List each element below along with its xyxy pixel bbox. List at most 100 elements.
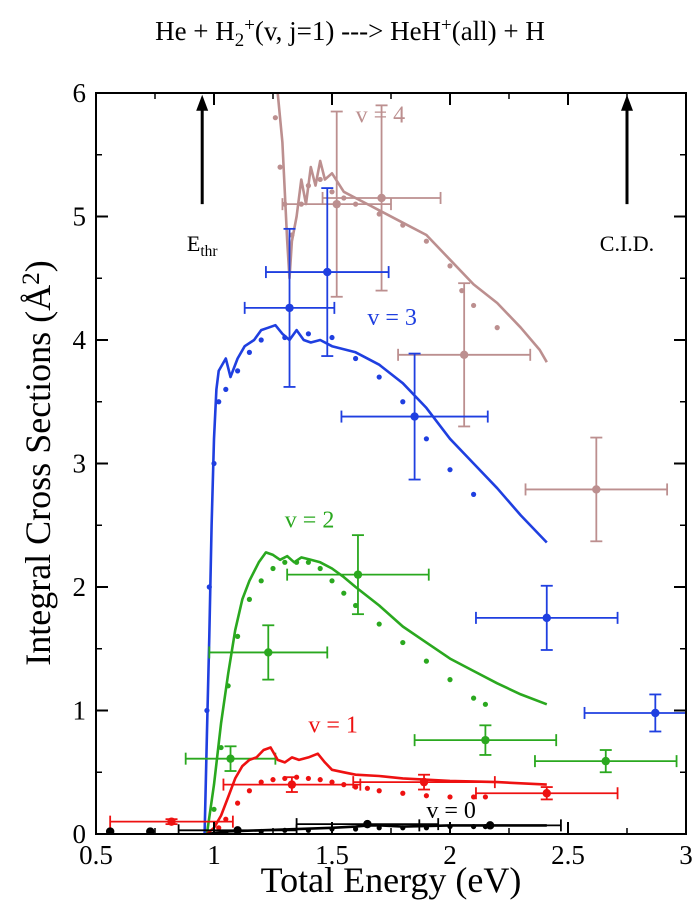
y-tick-label: 1 xyxy=(73,696,87,726)
series-dot xyxy=(353,784,359,790)
exp-marker xyxy=(377,193,386,203)
series-dot xyxy=(305,827,311,833)
exp-point xyxy=(352,773,496,791)
series-dot xyxy=(400,825,406,831)
series-dot xyxy=(376,374,382,380)
chart-title-text-part: 2 xyxy=(235,30,244,51)
series-dot xyxy=(400,639,406,646)
series-dot xyxy=(482,794,488,800)
y-tick-label: 0 xyxy=(73,819,87,849)
exp-point xyxy=(295,818,440,831)
series-dot xyxy=(223,816,229,822)
series-dot xyxy=(471,695,477,701)
y-tick-label: 3 xyxy=(73,449,87,479)
exp-marker xyxy=(233,826,242,834)
series-dot xyxy=(246,349,252,355)
series-dot xyxy=(211,806,217,812)
exp-point xyxy=(109,815,234,828)
series-dot xyxy=(471,491,477,497)
axes: 0.5 1 1.5 2 2.5 3 0 1 2 3 4 5 6 xyxy=(73,78,693,870)
series-dot xyxy=(423,238,429,244)
exp-marker xyxy=(287,780,297,789)
chart-title-text-part: + xyxy=(244,15,255,36)
series-dot xyxy=(376,825,382,831)
exp-marker xyxy=(651,708,660,718)
annotation-cid: C.I.D. xyxy=(600,94,654,256)
y-axis-title: Integral Cross Sections (Å2) xyxy=(18,260,58,666)
y-tick-label: 2 xyxy=(73,572,87,602)
annotations: Ethr C.I.D. xyxy=(187,94,654,260)
exp-marker xyxy=(363,819,372,829)
exp-point xyxy=(418,819,562,832)
series-dot xyxy=(246,788,252,794)
series-dot xyxy=(400,222,406,228)
series-dot xyxy=(353,602,359,609)
exp-marker xyxy=(419,777,429,787)
series-dot xyxy=(329,334,335,341)
exp-marker xyxy=(542,613,551,623)
exp-marker xyxy=(264,648,273,657)
series-dot xyxy=(277,164,283,170)
chart-title-text-part: He + H xyxy=(155,16,235,46)
annotation-label-part: C.I.D. xyxy=(600,231,654,256)
series-dot xyxy=(423,793,429,799)
exp-marker xyxy=(353,570,363,579)
exp-point xyxy=(286,534,430,616)
annotation-ethr: Ethr xyxy=(187,94,217,260)
series-dot xyxy=(305,775,311,782)
exp-marker xyxy=(146,827,155,834)
series-dot xyxy=(211,460,217,467)
exp-marker xyxy=(542,789,551,798)
series-dot xyxy=(400,790,406,796)
series-dot xyxy=(423,825,429,831)
series-dot xyxy=(235,800,241,806)
exp-point xyxy=(281,110,392,298)
series-label: v = 4 xyxy=(356,103,406,129)
arrow-head xyxy=(621,94,633,111)
series-line xyxy=(205,551,548,834)
series-dot xyxy=(494,325,500,331)
exp-marker xyxy=(601,756,610,766)
y-tick-label: 6 xyxy=(73,78,87,108)
series-dot xyxy=(204,707,210,714)
series-dot xyxy=(235,368,241,374)
series-dot xyxy=(216,399,222,405)
y-axis-title-text-part: 2 xyxy=(18,272,45,285)
x-axis-title: Total Energy (eV) xyxy=(261,860,522,900)
chart-title-text: He + H2+(v, j=1) ---> HeH+(all) + H xyxy=(155,15,545,50)
series-dot xyxy=(471,302,477,309)
exp-marker xyxy=(592,485,601,494)
series-dot xyxy=(447,263,453,269)
series-dot xyxy=(447,677,453,683)
exp-point xyxy=(146,827,155,834)
x-tick-label: 1 xyxy=(207,840,221,870)
exp-marker xyxy=(332,199,341,209)
x-axis-title-text: Total Energy (eV) xyxy=(261,860,522,900)
series-dot xyxy=(258,779,264,785)
exp-point xyxy=(321,104,442,292)
exp-point xyxy=(475,786,619,801)
series-dot xyxy=(317,777,323,783)
exp-marker xyxy=(323,267,332,277)
series-dot xyxy=(329,779,335,785)
exp-point xyxy=(184,745,277,772)
exp-point xyxy=(222,776,362,793)
series-dot xyxy=(235,633,241,640)
series-label: v = 3 xyxy=(367,305,417,331)
exp-point xyxy=(208,624,329,681)
exp-marker xyxy=(167,817,176,826)
series-dot xyxy=(364,785,370,791)
arrow-head xyxy=(196,94,209,111)
chart-title: He + H2+(v, j=1) ---> HeH+(all) + H xyxy=(155,15,545,50)
series-dot xyxy=(282,334,288,341)
series-dot xyxy=(423,658,429,664)
series-dot xyxy=(353,355,359,362)
annotation-label-part: E xyxy=(187,231,200,256)
series-dot xyxy=(353,826,359,832)
series-line xyxy=(203,323,548,834)
series-4 xyxy=(105,818,562,834)
x-tick-label: 0.5 xyxy=(79,840,113,870)
series-line xyxy=(206,746,547,834)
series-dot xyxy=(376,621,382,627)
series-dot xyxy=(400,399,406,405)
